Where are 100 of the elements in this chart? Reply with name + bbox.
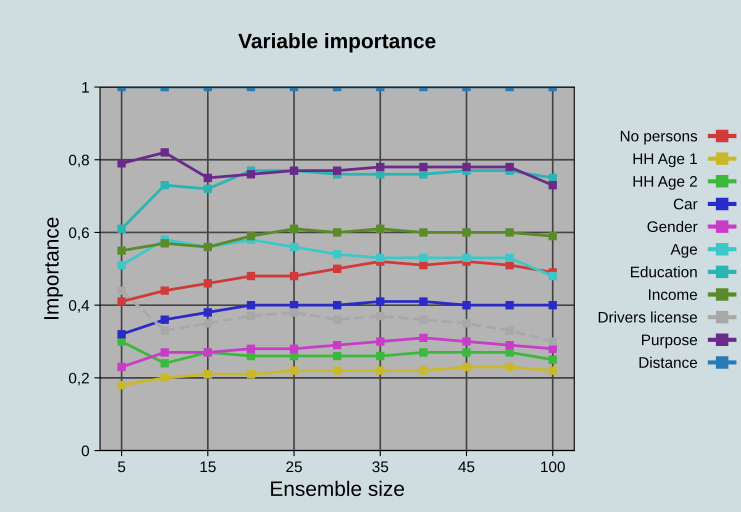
legend-label: Education <box>630 266 697 278</box>
point <box>332 250 342 258</box>
point <box>419 334 428 342</box>
point <box>204 174 212 182</box>
x-tick-label: 35 <box>372 461 388 472</box>
legend-label: HH Age 2 <box>634 176 697 190</box>
legend-label: Age <box>670 244 698 258</box>
point <box>332 340 342 350</box>
y-tick-label: 0,4 <box>68 300 90 313</box>
point <box>290 224 298 233</box>
point <box>160 374 169 382</box>
point <box>290 242 298 252</box>
legend-label: Purpose <box>642 334 698 348</box>
point <box>505 261 514 270</box>
legend-label: Car <box>674 198 698 210</box>
point <box>117 159 126 168</box>
point <box>462 254 471 262</box>
point <box>160 316 169 324</box>
point <box>419 366 428 375</box>
point <box>332 300 342 310</box>
point <box>117 297 126 306</box>
point <box>505 162 514 172</box>
point <box>117 380 126 390</box>
y-tick-label: 0,6 <box>68 227 89 240</box>
point <box>117 286 126 295</box>
point <box>117 224 126 233</box>
point <box>376 337 384 346</box>
x-tick-label: 100 <box>541 461 565 472</box>
point <box>160 239 169 248</box>
y-tick-label: 0 <box>82 445 90 456</box>
point <box>246 370 256 378</box>
point <box>462 228 471 237</box>
point <box>376 170 384 178</box>
point <box>332 228 342 237</box>
point <box>419 228 428 237</box>
y-axis-title: Importance <box>44 218 63 319</box>
legend-label: HH Age 1 <box>634 153 697 168</box>
point <box>204 319 212 328</box>
point <box>246 344 256 353</box>
legend-label: Distance <box>640 356 698 368</box>
point <box>204 279 212 288</box>
point <box>548 356 557 364</box>
point <box>246 170 256 178</box>
x-tick-label: 15 <box>200 462 216 472</box>
point <box>332 352 342 360</box>
point <box>160 181 169 190</box>
point <box>419 261 428 270</box>
point <box>462 362 471 372</box>
point <box>419 297 428 306</box>
point <box>505 254 514 262</box>
point <box>160 286 169 295</box>
point <box>246 300 256 310</box>
point <box>117 330 126 338</box>
point <box>548 272 557 280</box>
point <box>290 308 298 317</box>
point <box>204 184 212 193</box>
y-tick-label: 0,2 <box>68 372 89 386</box>
x-axis-title: Ensemble size <box>271 480 404 496</box>
point <box>548 300 557 310</box>
point <box>290 366 298 375</box>
point <box>462 162 471 172</box>
point <box>376 224 384 233</box>
point <box>376 254 384 262</box>
point <box>419 162 428 172</box>
point <box>462 319 471 328</box>
point <box>505 362 514 372</box>
point <box>160 348 169 357</box>
point <box>332 366 342 375</box>
point <box>505 300 514 310</box>
point <box>462 337 471 346</box>
x-tick-label: 25 <box>286 461 302 472</box>
point <box>204 370 212 378</box>
point <box>376 366 384 375</box>
point <box>376 312 384 320</box>
point <box>548 344 557 353</box>
point <box>332 264 342 273</box>
point <box>117 362 126 372</box>
y-tick-label: 1 <box>82 82 89 93</box>
point <box>117 246 126 255</box>
point <box>548 232 557 240</box>
point <box>117 261 126 270</box>
point <box>505 228 514 237</box>
point <box>548 337 557 346</box>
point <box>462 300 471 310</box>
point <box>419 348 428 357</box>
legend-label: Gender <box>648 220 698 232</box>
point <box>376 352 384 360</box>
point <box>548 366 557 375</box>
point <box>376 162 384 172</box>
legend-label: No persons <box>620 130 698 145</box>
legend-label: Income <box>649 289 698 300</box>
point <box>160 359 169 368</box>
point <box>462 348 471 357</box>
point <box>246 232 256 240</box>
legend-label: Drivers license <box>598 311 698 323</box>
point <box>290 272 298 280</box>
point <box>419 254 428 262</box>
point <box>332 166 342 175</box>
point <box>290 344 298 353</box>
y-tick-label: 0,8 <box>68 154 89 168</box>
